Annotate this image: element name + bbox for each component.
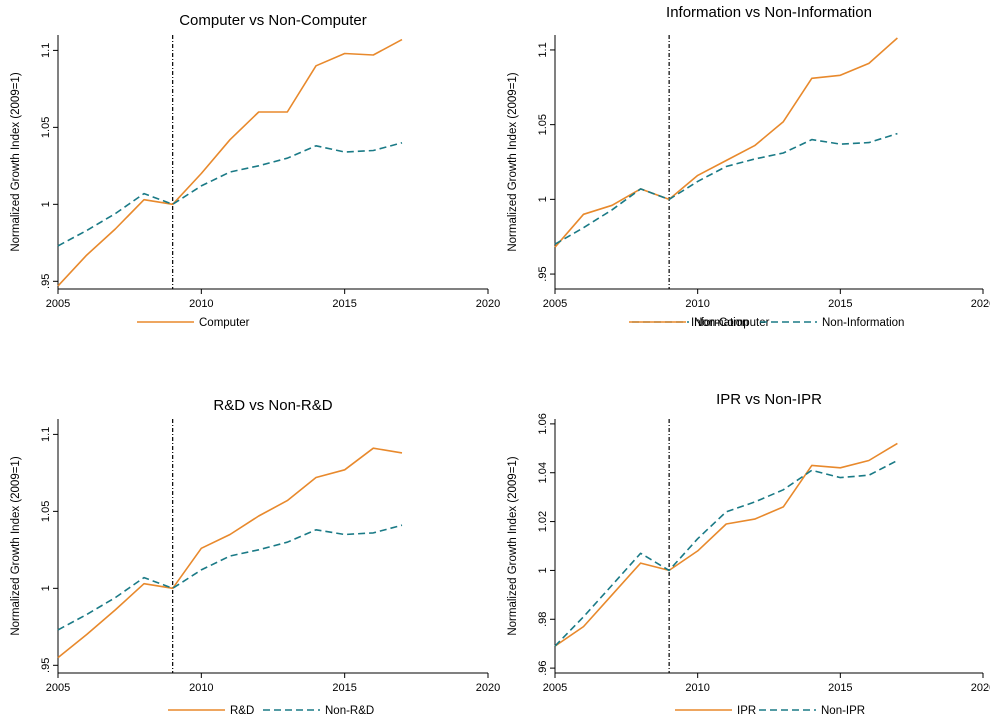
- y-axis-label: Normalized Growth Index (2009=1): [507, 72, 519, 251]
- x-tick-label: 2020: [971, 682, 990, 694]
- series-line-1: [554, 442, 898, 647]
- x-tick-label: 2010: [685, 682, 709, 694]
- y-tick-label: 1.1: [537, 42, 549, 57]
- series-line-1: [57, 447, 403, 659]
- series-line-1: [554, 37, 898, 248]
- x-tick-label: 2015: [828, 682, 852, 694]
- series-line-2: [554, 132, 898, 245]
- y-tick-label: 1.05: [537, 114, 549, 135]
- x-tick-label: 2010: [189, 682, 213, 694]
- y-tick-label: 1: [537, 567, 549, 573]
- chart-title: Computer vs Non-Computer: [179, 12, 367, 29]
- x-tick-label: 2010: [189, 298, 213, 310]
- legend-label-2: Non-Information: [822, 317, 904, 329]
- y-axis-label: Normalized Growth Index (2009=1): [10, 72, 22, 251]
- x-tick-label: 2020: [476, 298, 500, 310]
- chart-panel-1: Computer vs Non-Computer 2005 2010 2015 2020…: [10, 12, 770, 329]
- chart-panel-4: IPR vs Non-IPR 2005 2010 2015 2020 .96 .98 1 1.0…: [507, 391, 990, 717]
- y-tick-label: .95: [40, 658, 52, 673]
- y-tick-label: .95: [537, 266, 549, 281]
- legend: R&D Non-R&D: [168, 705, 374, 717]
- legend-label-2: Non-IPR: [821, 705, 865, 717]
- x-tick-label: 2010: [685, 298, 709, 310]
- y-tick-label: 1.06: [537, 413, 549, 434]
- x-tick-label: 2005: [543, 682, 567, 694]
- y-tick-label: 1.1: [40, 43, 52, 58]
- y-tick-label: 1.05: [40, 117, 52, 138]
- series-line-1: [57, 38, 403, 287]
- x-tick-label: 2005: [46, 298, 70, 310]
- x-tick-label: 2020: [971, 298, 990, 310]
- legend-label-1: Information: [691, 317, 749, 329]
- y-axis-label: Normalized Growth Index (2009=1): [507, 456, 519, 635]
- chart-title: R&D vs Non-R&D: [213, 397, 332, 414]
- x-tick-label: 2015: [332, 682, 356, 694]
- legend: IPR Non-IPR: [675, 705, 865, 717]
- series-line-2: [57, 142, 403, 247]
- y-tick-label: 1.02: [537, 511, 549, 532]
- x-tick-label: 2020: [476, 682, 500, 694]
- legend: Computer Non-Computer: [137, 317, 770, 329]
- y-tick-label: 1.1: [40, 427, 52, 442]
- chart-panel-2: Information vs Non-Information 2005 2010 20…: [507, 4, 990, 329]
- legend-label-2: Non-Computer: [694, 317, 770, 329]
- legend-label-1: Computer: [199, 317, 250, 329]
- legend: Information Non-Information: [629, 317, 904, 329]
- y-tick-label: .98: [537, 612, 549, 627]
- y-axis-label: Normalized Growth Index (2009=1): [10, 456, 22, 635]
- y-tick-label: 1: [40, 585, 52, 591]
- y-tick-label: .96: [537, 660, 549, 675]
- y-tick-label: 1: [40, 201, 52, 207]
- chart-title: IPR vs Non-IPR: [716, 391, 822, 408]
- x-tick-label: 2005: [543, 298, 567, 310]
- series-line-2: [554, 459, 898, 647]
- legend-label-2: Non-R&D: [325, 705, 374, 717]
- x-tick-label: 2015: [332, 298, 356, 310]
- chart-panel-3: R&D vs Non-R&D 2005 2010 2015 2020 .95 1 1.05 1.…: [10, 397, 500, 717]
- y-tick-label: 1: [537, 196, 549, 202]
- y-tick-label: .95: [40, 274, 52, 289]
- x-tick-label: 2015: [828, 298, 852, 310]
- y-tick-label: 1.05: [40, 501, 52, 522]
- chart-title: Information vs Non-Information: [666, 4, 872, 21]
- y-tick-label: 1.04: [537, 462, 549, 483]
- x-tick-label: 2005: [46, 682, 70, 694]
- legend-label-1: R&D: [230, 705, 254, 717]
- legend-label-1: IPR: [737, 705, 756, 717]
